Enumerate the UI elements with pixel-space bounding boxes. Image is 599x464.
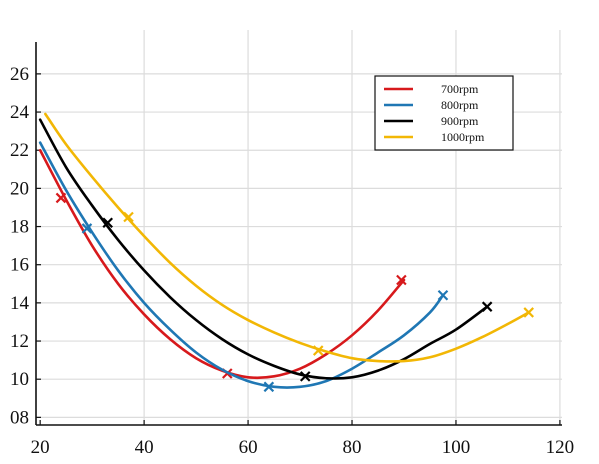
marker-700rpm (396, 274, 407, 286)
marker-stroke (523, 307, 535, 318)
marker-800rpm (263, 381, 275, 393)
marker-1000rpm (312, 345, 324, 356)
marker-800rpm (437, 289, 449, 301)
y-tick-label: 16 (10, 255, 29, 276)
y-tick-label: 18 (10, 217, 29, 238)
x-tick-label: 60 (239, 437, 258, 458)
y-tick-label: 24 (10, 102, 30, 123)
x-tick-label: 120 (546, 437, 575, 458)
marker-stroke (263, 381, 275, 393)
marker-700rpm (55, 192, 67, 204)
legend-label-700rpm: 700rpm (441, 82, 479, 96)
y-tick-label: 26 (10, 64, 29, 85)
marker-stroke (437, 289, 449, 301)
legend-label-800rpm: 800rpm (441, 98, 479, 112)
grid (36, 30, 562, 425)
series-line-1000rpm (44, 112, 531, 363)
axes (35, 42, 562, 426)
y-tick-label: 22 (10, 140, 29, 161)
series-line-800rpm (38, 141, 445, 389)
y-tick-label: 14 (10, 293, 30, 314)
marker-stroke (81, 223, 93, 234)
y-tick-label: 08 (10, 407, 29, 428)
marker-stroke (123, 211, 134, 223)
legend: 700rpm 800rpm 900rpm 1000rpm (374, 75, 514, 151)
x-tick-label: 80 (343, 437, 362, 458)
marker-900rpm (299, 371, 311, 382)
x-tick-label: 100 (442, 437, 471, 458)
marker-900rpm (102, 217, 114, 229)
marker-800rpm (81, 223, 93, 234)
y-tick-label: 12 (10, 331, 29, 352)
tick-labels: 08 10 12 14 16 18 20 22 24 26 20 40 60 80 100 120 (10, 64, 574, 458)
marker-1000rpm (123, 211, 134, 223)
marker-stroke (299, 371, 311, 382)
y-tick-label: 10 (10, 369, 29, 390)
marker-stroke (396, 274, 407, 286)
marker-stroke (481, 301, 493, 312)
marker-900rpm (481, 301, 493, 312)
marker-stroke (312, 345, 324, 356)
legend-label-1000rpm: 1000rpm (441, 130, 485, 144)
marker-stroke (102, 217, 114, 229)
y-tick-label: 20 (10, 178, 29, 199)
series-group (38, 112, 535, 393)
series-line-900rpm (38, 118, 489, 380)
legend-label-900rpm: 900rpm (441, 114, 479, 128)
marker-stroke (55, 192, 67, 204)
marker-1000rpm (523, 307, 535, 318)
x-tick-label: 20 (31, 437, 50, 458)
x-tick-label: 40 (135, 437, 154, 458)
